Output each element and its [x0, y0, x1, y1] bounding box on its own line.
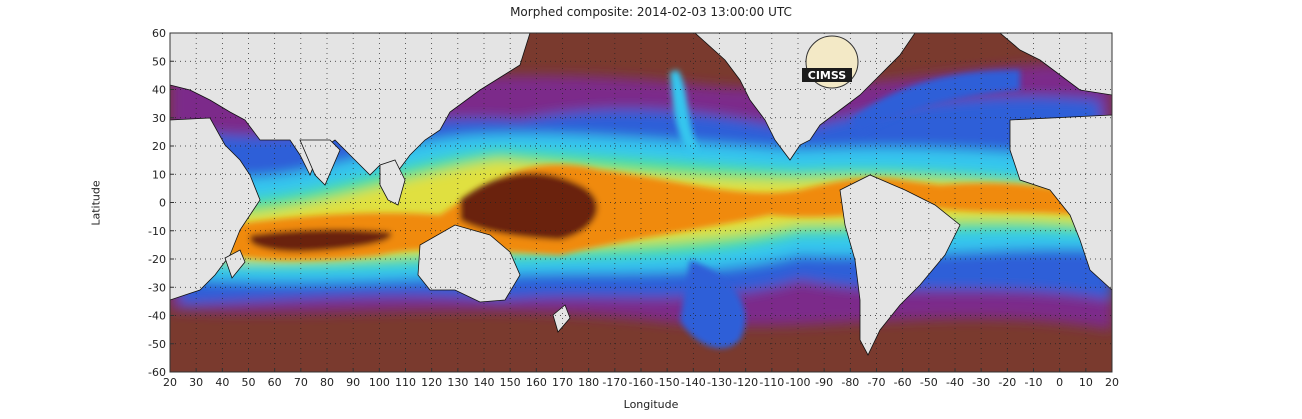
- x-tick-label: 10: [1079, 376, 1093, 389]
- land-australia: [417, 224, 521, 303]
- y-tick-label: -60: [148, 366, 166, 379]
- x-tick-label: -20: [998, 376, 1016, 389]
- land-greenland-europe: [999, 33, 1112, 96]
- x-tick-label: 130: [447, 376, 468, 389]
- y-tick-label: -50: [148, 338, 166, 351]
- logo-banner: [802, 68, 852, 82]
- x-tick-label: -90: [815, 376, 833, 389]
- cimss-logo: CIMSS: [802, 35, 859, 89]
- y-tick-label: 20: [152, 140, 166, 153]
- x-tick-label: -140: [681, 376, 706, 389]
- x-tick-label: -130: [707, 376, 732, 389]
- x-tick-label: 90: [346, 376, 360, 389]
- x-tick-label: -40: [946, 376, 964, 389]
- y-tick-label: -40: [148, 310, 166, 323]
- land-masses: [170, 33, 1112, 356]
- x-tick-label: 50: [242, 376, 256, 389]
- land-eurasia: [170, 33, 531, 176]
- x-tick-label: -100: [786, 376, 811, 389]
- logo-text: CIMSS: [808, 69, 847, 82]
- x-tick-label: -30: [972, 376, 990, 389]
- x-tick-label: -70: [868, 376, 886, 389]
- y-tick-label: 30: [152, 112, 166, 125]
- x-tick-label: 70: [294, 376, 308, 389]
- x-tick-label: 150: [500, 376, 521, 389]
- land-north-america: [694, 33, 916, 161]
- x-tick-label: 100: [369, 376, 390, 389]
- x-tick-label: 30: [189, 376, 203, 389]
- y-tick-label: 0: [159, 197, 166, 210]
- x-tick-label: 20: [1105, 376, 1119, 389]
- y-tick-label: 50: [152, 55, 166, 68]
- land-madagascar: [224, 249, 246, 279]
- map-area: CIMSS: [170, 33, 1112, 372]
- x-tick-label: -60: [894, 376, 912, 389]
- dark-core: [250, 229, 392, 252]
- x-tick-label: 160: [526, 376, 547, 389]
- land-africa: [170, 117, 261, 301]
- cyan-plume: [670, 70, 700, 155]
- blue-swirl: [680, 260, 746, 349]
- y-tick-label: -20: [148, 253, 166, 266]
- x-tick-label: -120: [733, 376, 758, 389]
- x-tick-label: 60: [268, 376, 282, 389]
- x-tick-label: 0: [1056, 376, 1063, 389]
- x-tick-label: 140: [474, 376, 495, 389]
- land-india: [299, 139, 341, 186]
- x-axis-label: Longitude: [623, 398, 679, 411]
- x-tick-label: 40: [215, 376, 229, 389]
- x-tick-label: 170: [552, 376, 573, 389]
- land-southeast-asia: [379, 159, 406, 206]
- x-tick-label: 20: [163, 376, 177, 389]
- x-tick-label: -50: [920, 376, 938, 389]
- x-tick-label: -110: [759, 376, 784, 389]
- x-tick-label: 180: [578, 376, 599, 389]
- x-tick-label: -170: [602, 376, 627, 389]
- x-tick-label: -160: [629, 376, 654, 389]
- grid-lines: [170, 33, 1112, 372]
- y-tick-label: 60: [152, 27, 166, 40]
- x-tick-label: -150: [655, 376, 680, 389]
- map-title: Morphed composite: 2014-02-03 13:00:00 U…: [510, 5, 792, 19]
- y-tick-label: 40: [152, 84, 166, 97]
- y-tick-label: 10: [152, 168, 166, 181]
- x-tick-label: 120: [421, 376, 442, 389]
- y-tick-label: -10: [148, 225, 166, 238]
- y-tick-label: -30: [148, 281, 166, 294]
- land-south-america: [839, 174, 961, 356]
- x-tick-label: -10: [1025, 376, 1043, 389]
- atlantic-blue-streak: [850, 70, 1020, 135]
- x-tick-label: -80: [841, 376, 859, 389]
- x-tick-label: 80: [320, 376, 334, 389]
- axis-ticks: 20 30 40 50 60 70 80 90 100 110 120 130 140 150 160 170…: [148, 27, 1119, 389]
- x-tick-label: 110: [395, 376, 416, 389]
- dark-core: [460, 173, 598, 240]
- land-new-zealand: [552, 304, 571, 333]
